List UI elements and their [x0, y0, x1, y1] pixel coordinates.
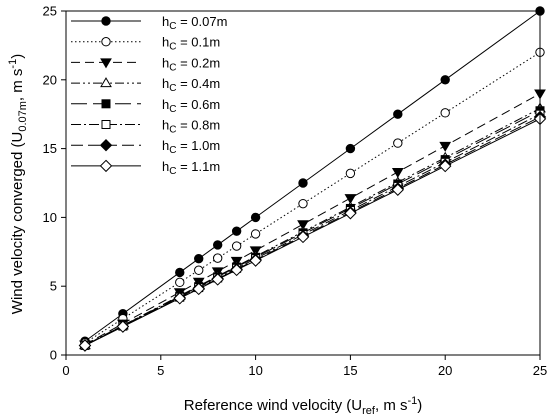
series-7 [78, 112, 547, 352]
y-tick-label: 10 [43, 210, 57, 225]
data-point [393, 138, 403, 148]
plot-area [78, 6, 547, 352]
legend: hC = 0.07m hC = 0.1m hC = 0.2m hC = 0.4m hC … [71, 14, 227, 177]
plot-frame [65, 10, 541, 356]
x-tick-label: 25 [533, 363, 547, 378]
series-2 [79, 89, 546, 351]
data-point [212, 253, 223, 263]
legend-label: hC = 0.2m [162, 55, 220, 73]
series-line [84, 93, 541, 345]
series-line [84, 51, 541, 344]
series-line [84, 113, 541, 346]
legend-item: hC = 0.6m [71, 97, 220, 115]
x-tick-label: 15 [343, 363, 357, 378]
data-point [116, 320, 130, 333]
legend-marker [100, 77, 112, 88]
x-tick-label: 5 [157, 363, 164, 378]
legend-label: hC = 1.1m [162, 159, 220, 177]
data-point [438, 159, 452, 173]
series-line [84, 10, 541, 342]
legend-marker [101, 16, 111, 26]
y-tick-label: 15 [43, 141, 57, 156]
data-point [391, 167, 404, 178]
legend-item: hC = 0.2m [71, 55, 220, 73]
legend-item: hC = 0.07m [71, 14, 227, 32]
data-point [296, 230, 310, 244]
data-point [175, 267, 185, 278]
data-point [231, 241, 242, 251]
data-point [440, 75, 450, 85]
x-axis-title: Reference wind velocity (Uref, m s-1) [184, 395, 423, 417]
data-point [192, 282, 205, 296]
x-tick-label: 20 [438, 363, 452, 378]
data-point [440, 108, 450, 118]
data-point [250, 212, 261, 223]
y-tick-label: 5 [50, 279, 57, 294]
legend-label: hC = 0.1m [162, 35, 220, 53]
data-point [212, 240, 223, 250]
legend-label: hC = 0.6m [162, 97, 220, 115]
data-point [211, 273, 224, 286]
x-tick-label: 0 [62, 363, 69, 378]
legend-label: hC = 0.8m [162, 118, 220, 136]
legend-item: hC = 0.1m [71, 35, 220, 53]
data-point [344, 194, 357, 205]
legend-item: hC = 1.1m [71, 159, 220, 177]
y-tick-label: 25 [43, 4, 57, 19]
data-point [344, 207, 357, 220]
y-tick-label: 0 [50, 348, 57, 363]
data-point [298, 198, 308, 209]
data-point [173, 292, 186, 305]
x-tick-label: 10 [248, 363, 262, 378]
legend-item: hC = 1.0m [71, 138, 220, 156]
data-point [78, 339, 92, 352]
legend-item: hC = 0.4m [71, 76, 220, 94]
series-5 [80, 109, 545, 350]
data-point [231, 226, 242, 236]
data-point [175, 277, 185, 288]
data-point [345, 143, 356, 154]
series-line [84, 110, 541, 346]
legend-label: hC = 0.07m [162, 14, 227, 32]
data-point [439, 141, 452, 152]
data-point [391, 183, 405, 196]
y-axis-title: Wind velocity converged (U0.07m, m s-1) [7, 54, 29, 314]
data-point [298, 178, 308, 188]
data-point [297, 220, 309, 231]
series-line [84, 118, 541, 346]
legend-marker [101, 99, 111, 109]
data-point [230, 263, 243, 277]
legend-item: hC = 0.8m [71, 118, 220, 136]
legend-marker [99, 159, 113, 173]
legend-marker [101, 120, 111, 129]
legend-marker [99, 138, 113, 152]
data-point [249, 254, 262, 267]
legend-marker [100, 58, 112, 69]
series-1 [80, 47, 545, 348]
legend-label: hC = 0.4m [162, 76, 220, 94]
data-point [250, 229, 261, 239]
data-point [194, 265, 204, 275]
legend-marker [101, 37, 111, 47]
legend-label: hC = 1.0m [162, 138, 220, 156]
data-point [393, 109, 403, 119]
y-axis: 0 5 10 15 20 25 [43, 4, 66, 363]
data-point [345, 168, 356, 179]
x-axis: 0 5 10 15 20 25 [62, 355, 547, 378]
data-point [194, 253, 204, 264]
y-tick-label: 20 [43, 72, 57, 87]
series-0 [80, 6, 545, 346]
